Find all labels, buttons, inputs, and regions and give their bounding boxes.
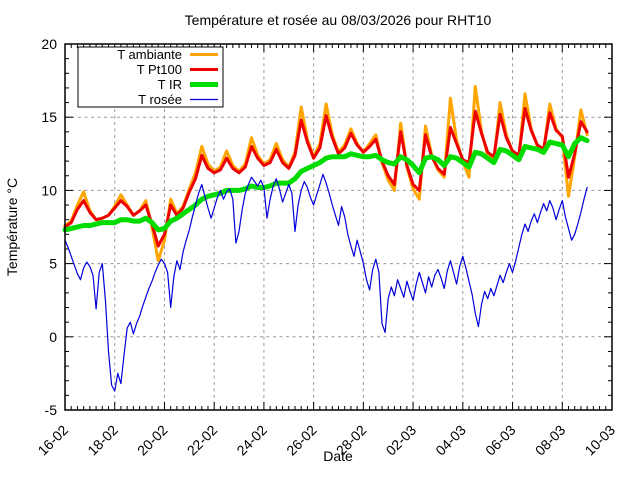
series-lines (62, 85, 590, 392)
y-tick-label: 15 (41, 109, 57, 125)
legend-box (77, 46, 224, 108)
legend-label: T IR (158, 77, 182, 92)
y-tick-label: 10 (41, 182, 57, 198)
y-tick-label: -5 (45, 402, 58, 418)
y-tick-label: 0 (49, 329, 57, 345)
x-axis-label: Date (323, 448, 353, 464)
y-tick-labels: -5 0 5 10 15 20 (41, 36, 57, 418)
legend-label: T Pt100 (137, 62, 182, 77)
legend-label: T rosée (138, 92, 182, 107)
chart-title: Température et rosée au 08/03/2026 pour … (185, 12, 492, 28)
y-tick-label: 20 (41, 36, 57, 52)
series-line-4 (64, 173, 588, 392)
y-tick-label: 5 (49, 256, 57, 272)
legend-label: T ambiante (117, 47, 182, 62)
plot-border (64, 43, 613, 411)
y-axis-label: Température °C (4, 178, 20, 276)
series-line-3 (62, 135, 590, 233)
